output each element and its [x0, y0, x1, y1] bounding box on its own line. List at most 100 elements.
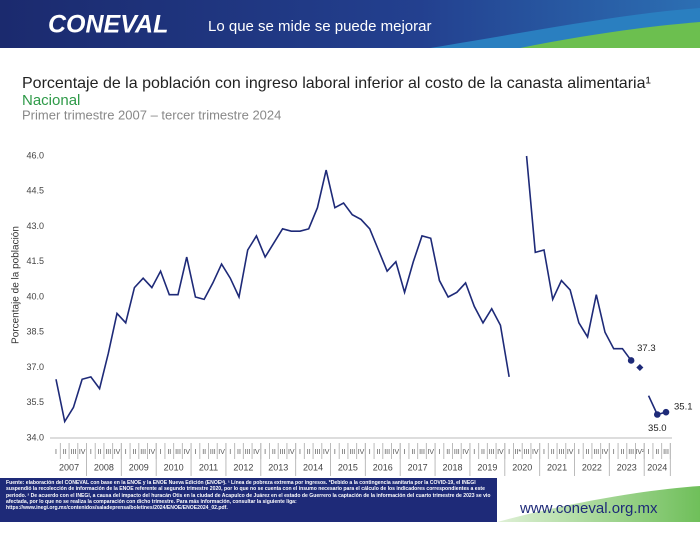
x-tick-label: I — [160, 449, 162, 456]
x-tick-label: II — [551, 449, 555, 456]
x-tick-label: I — [508, 449, 510, 456]
year-label: 2011 — [199, 462, 218, 472]
x-tick-label: I — [473, 449, 475, 456]
x-tick-label: III — [419, 449, 425, 456]
header-swoosh-green — [520, 22, 700, 48]
y-tick-label: 44.5 — [26, 186, 44, 196]
year-label: 2020 — [512, 462, 532, 472]
year-label: 2009 — [129, 462, 149, 472]
x-tick-label: III — [524, 449, 530, 456]
data-label: 37.3 — [637, 343, 656, 354]
footer-url: www.coneval.org.mx — [519, 500, 658, 517]
x-tick-label: II — [307, 449, 311, 456]
x-tick-label: III — [559, 449, 565, 456]
x-tick-label: II — [63, 449, 67, 456]
year-label: 2010 — [164, 462, 184, 472]
year-label: 2015 — [338, 462, 358, 472]
footer-swoosh — [497, 486, 700, 522]
year-label: 2008 — [94, 462, 114, 472]
x-tick-label: III — [245, 449, 251, 456]
x-tick-label: II — [655, 449, 659, 456]
year-label: 2024 — [647, 462, 667, 472]
footer-note: Fuente: elaboración del CONEVAL con base… — [6, 480, 491, 512]
x-tick-label: II — [98, 449, 102, 456]
x-tick-label: II — [411, 449, 415, 456]
x-tick-label: II — [237, 449, 241, 456]
x-tick-label: IV — [288, 449, 295, 456]
y-tick-label: 40.0 — [26, 291, 44, 301]
y-tick-label: 34.0 — [26, 432, 44, 442]
year-label: 2018 — [442, 462, 462, 472]
x-tick-label: IV — [79, 449, 86, 456]
x-tick-label: IV — [114, 449, 121, 456]
x-tick-label: IV — [218, 449, 225, 456]
y-tick-label: 37.0 — [26, 362, 44, 372]
year-label: 2014 — [303, 462, 323, 472]
x-tick-label: IV — [567, 449, 574, 456]
x-tick-label: III — [663, 449, 669, 456]
x-tick-label: IV — [427, 449, 434, 456]
x-tick-label: III — [628, 449, 634, 456]
x-tick-label: III — [489, 449, 495, 456]
y-tick-label: 41.5 — [26, 256, 44, 266]
x-tick-label: I — [299, 449, 301, 456]
x-tick-label: III — [349, 449, 355, 456]
point-marker — [627, 357, 635, 364]
x-tick-label: II — [342, 449, 346, 456]
point-marker — [653, 411, 661, 418]
footer-base — [497, 522, 700, 541]
x-tick-label: III — [593, 449, 599, 456]
slogan: Lo que se mide se puede mejorar — [208, 18, 431, 35]
x-tick-label: III — [210, 449, 216, 456]
x-tick-label: III — [105, 449, 111, 456]
x-tick-label: I — [613, 449, 615, 456]
x-tick-label: IV — [532, 449, 539, 456]
y-axis-label: Porcentaje de la población — [11, 226, 22, 344]
x-tick-label: III — [454, 449, 460, 456]
year-label: 2017 — [408, 462, 428, 472]
x-tick-label: IV — [393, 449, 400, 456]
x-tick-label: I — [543, 449, 545, 456]
diamond-marker — [636, 363, 644, 372]
x-tick-label: III — [384, 449, 390, 456]
x-tick-label: IV — [602, 449, 609, 456]
year-label: 2013 — [268, 462, 288, 472]
logo: CONEVAL — [48, 11, 168, 39]
year-label: 2012 — [233, 462, 253, 472]
x-tick-label: III — [280, 449, 286, 456]
x-tick-label: I — [125, 449, 127, 456]
x-tick-label: I — [404, 449, 406, 456]
chart-title: Porcentaje de la población con ingreso l… — [22, 75, 651, 92]
x-tick-label: II — [272, 449, 276, 456]
x-tick-label: I — [578, 449, 580, 456]
y-tick-label: 43.0 — [26, 221, 44, 231]
year-label: 2016 — [373, 462, 393, 472]
x-tick-label: IV — [497, 449, 504, 456]
year-label: 2019 — [477, 462, 497, 472]
chart-subtitle: Nacional — [22, 92, 80, 109]
x-tick-label: IV² — [635, 449, 645, 456]
x-tick-label: III — [71, 449, 77, 456]
x-tick-label: III — [175, 449, 181, 456]
y-tick-label: 46.0 — [26, 150, 44, 160]
x-tick-label: I — [55, 449, 57, 456]
x-tick-label: I — [229, 449, 231, 456]
data-label: 35.1 — [674, 402, 693, 413]
x-tick-label: I — [648, 449, 650, 456]
x-tick-label: II — [202, 449, 206, 456]
x-tick-label: IV — [358, 449, 365, 456]
x-tick-label: I — [369, 449, 371, 456]
x-tick-label: IV — [253, 449, 260, 456]
data-label: 35.0 — [648, 423, 667, 434]
x-tick-label: II — [586, 449, 590, 456]
x-tick-label: I — [334, 449, 336, 456]
x-tick-label: II — [132, 449, 136, 456]
chart-period: Primer trimestre 2007 – tercer trimestre… — [22, 107, 281, 122]
x-tick-label: I — [438, 449, 440, 456]
year-label: 2021 — [547, 462, 567, 472]
y-tick-label: 35.5 — [26, 397, 44, 407]
year-label: 2023 — [617, 462, 637, 472]
year-label: 2007 — [59, 462, 79, 472]
